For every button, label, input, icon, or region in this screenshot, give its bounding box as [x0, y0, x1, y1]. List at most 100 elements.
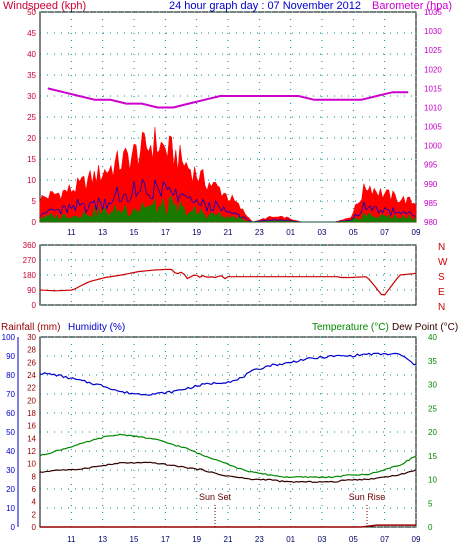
barometer-tick-label: 990	[424, 180, 438, 189]
temperature-tick-label: 10	[428, 476, 437, 485]
x-tick-label: 17	[161, 228, 170, 237]
humidity-plot-frame	[39, 336, 417, 528]
humidity-tick-label: 90	[6, 352, 15, 361]
humidity-tick-label: 40	[6, 447, 15, 456]
compass-label: E	[438, 287, 445, 298]
direction-tick-label: 270	[23, 256, 37, 265]
rainfall-tick-label: 18	[27, 409, 36, 418]
direction-tick-label: 180	[23, 271, 37, 280]
rainfall-tick-label: 20	[27, 396, 36, 405]
windspeed-tick-label: 25	[27, 113, 36, 122]
humidity-tick-label: 70	[6, 390, 15, 399]
windspeed-axis-title: Windspeed (kph)	[3, 0, 86, 12]
windspeed-average-line	[39, 178, 417, 223]
barometer-line	[47, 87, 409, 109]
rainfall-tick-label: 16	[27, 422, 36, 431]
rainfall-tick-label: 24	[27, 371, 36, 380]
windspeed-tick-label: 35	[27, 71, 36, 80]
x-tick-label: 15	[130, 535, 139, 544]
temperature-tick-label: 20	[428, 428, 437, 437]
humidity-tick-label: 60	[6, 409, 15, 418]
temperature-tick-label: 5	[428, 499, 433, 508]
humidity-tick-label: 100	[2, 333, 16, 342]
direction-tick-label: 0	[32, 301, 37, 310]
barometer-tick-label: 1020	[424, 65, 442, 74]
x-tick-label: 07	[380, 228, 389, 237]
rainfall-tick-label: 12	[27, 447, 36, 456]
rainfall-tick-label: 14	[27, 434, 36, 443]
x-tick-label: 11	[67, 535, 76, 544]
humidity-tick-label: 20	[6, 485, 15, 494]
x-tick-label: 21	[224, 228, 233, 237]
wind-direction-line	[39, 268, 417, 296]
rainfall-tick-label: 10	[27, 460, 36, 469]
x-tick-label: 09	[412, 535, 421, 544]
temperature-tick-label: 30	[428, 381, 437, 390]
humidity-line	[39, 352, 417, 396]
humidity-temperature-panel: 0102030405060708090100024681012141618202…	[2, 333, 438, 544]
humidity-tick-label: 50	[6, 428, 15, 437]
barometer-axis-title: Barometer (hpa)	[372, 0, 452, 12]
sun-set-label: Sun Set	[199, 492, 232, 502]
windspeed-area	[39, 126, 417, 223]
windspeed-low-area	[39, 196, 417, 223]
windspeed-tick-label: 15	[27, 155, 36, 164]
humidity-tick-label: 0	[11, 523, 16, 532]
x-tick-label: 19	[192, 228, 201, 237]
windspeed-tick-label: 45	[27, 29, 36, 38]
x-tick-label: 15	[130, 228, 139, 237]
x-tick-label: 03	[318, 228, 327, 237]
rainfall-tick-label: 0	[32, 523, 37, 532]
dewpoint-line	[39, 461, 417, 484]
rainfall-tick-label: 2	[32, 510, 37, 519]
x-tick-label: 09	[412, 228, 421, 237]
windspeed-tick-label: 40	[27, 50, 36, 59]
humidity-tick-label: 80	[6, 371, 15, 380]
compass-label: S	[438, 272, 445, 283]
windspeed-tick-label: 30	[27, 92, 36, 101]
compass-label: N	[438, 242, 445, 253]
barometer-tick-label: 995	[424, 161, 438, 170]
rainfall-tick-label: 26	[27, 358, 36, 367]
barometer-tick-label: 1035	[424, 8, 442, 17]
x-tick-label: 17	[161, 535, 170, 544]
compass-label: N	[438, 302, 445, 313]
rainfall-tick-label: 4	[32, 498, 37, 507]
x-tick-label: 13	[98, 228, 107, 237]
barometer-tick-label: 1000	[424, 142, 442, 151]
windspeed-tick-label: 50	[27, 8, 36, 17]
barometer-tick-label: 980	[424, 218, 438, 227]
direction-tick-label: 360	[23, 241, 37, 250]
x-tick-label: 07	[380, 535, 389, 544]
humidity-tick-label: 30	[6, 466, 15, 475]
x-tick-label: 05	[349, 535, 358, 544]
direction-tick-label: 90	[27, 286, 36, 295]
rainfall-tick-label: 22	[27, 384, 36, 393]
rainfall-tick-label: 8	[32, 472, 37, 481]
humidity-tick-label: 10	[6, 504, 15, 513]
barometer-tick-label: 1005	[424, 123, 442, 132]
barometer-tick-label: 1025	[424, 46, 442, 55]
rainfall-axis-title: Rainfall (mm)	[1, 322, 60, 333]
x-tick-label: 23	[255, 535, 264, 544]
sun-rise-label: Sun Rise	[349, 492, 386, 502]
temperature-tick-label: 25	[428, 404, 437, 413]
temperature-tick-label: 40	[428, 333, 437, 342]
x-tick-label: 21	[224, 535, 233, 544]
graph-title: 24 hour graph day : 07 November 2012	[169, 0, 361, 12]
barometer-tick-label: 1015	[424, 84, 442, 93]
windspeed-tick-label: 10	[27, 176, 36, 185]
x-tick-label: 19	[192, 535, 201, 544]
humidity-axis-title: Humidity (%)	[68, 322, 125, 333]
rainfall-tick-label: 6	[32, 485, 37, 494]
x-tick-label: 05	[349, 228, 358, 237]
temperature-tick-label: 35	[428, 357, 437, 366]
x-tick-label: 13	[98, 535, 107, 544]
x-tick-label: 23	[255, 228, 264, 237]
compass-label: W	[438, 257, 448, 268]
x-tick-label: 01	[286, 535, 295, 544]
barometer-tick-label: 1010	[424, 103, 442, 112]
